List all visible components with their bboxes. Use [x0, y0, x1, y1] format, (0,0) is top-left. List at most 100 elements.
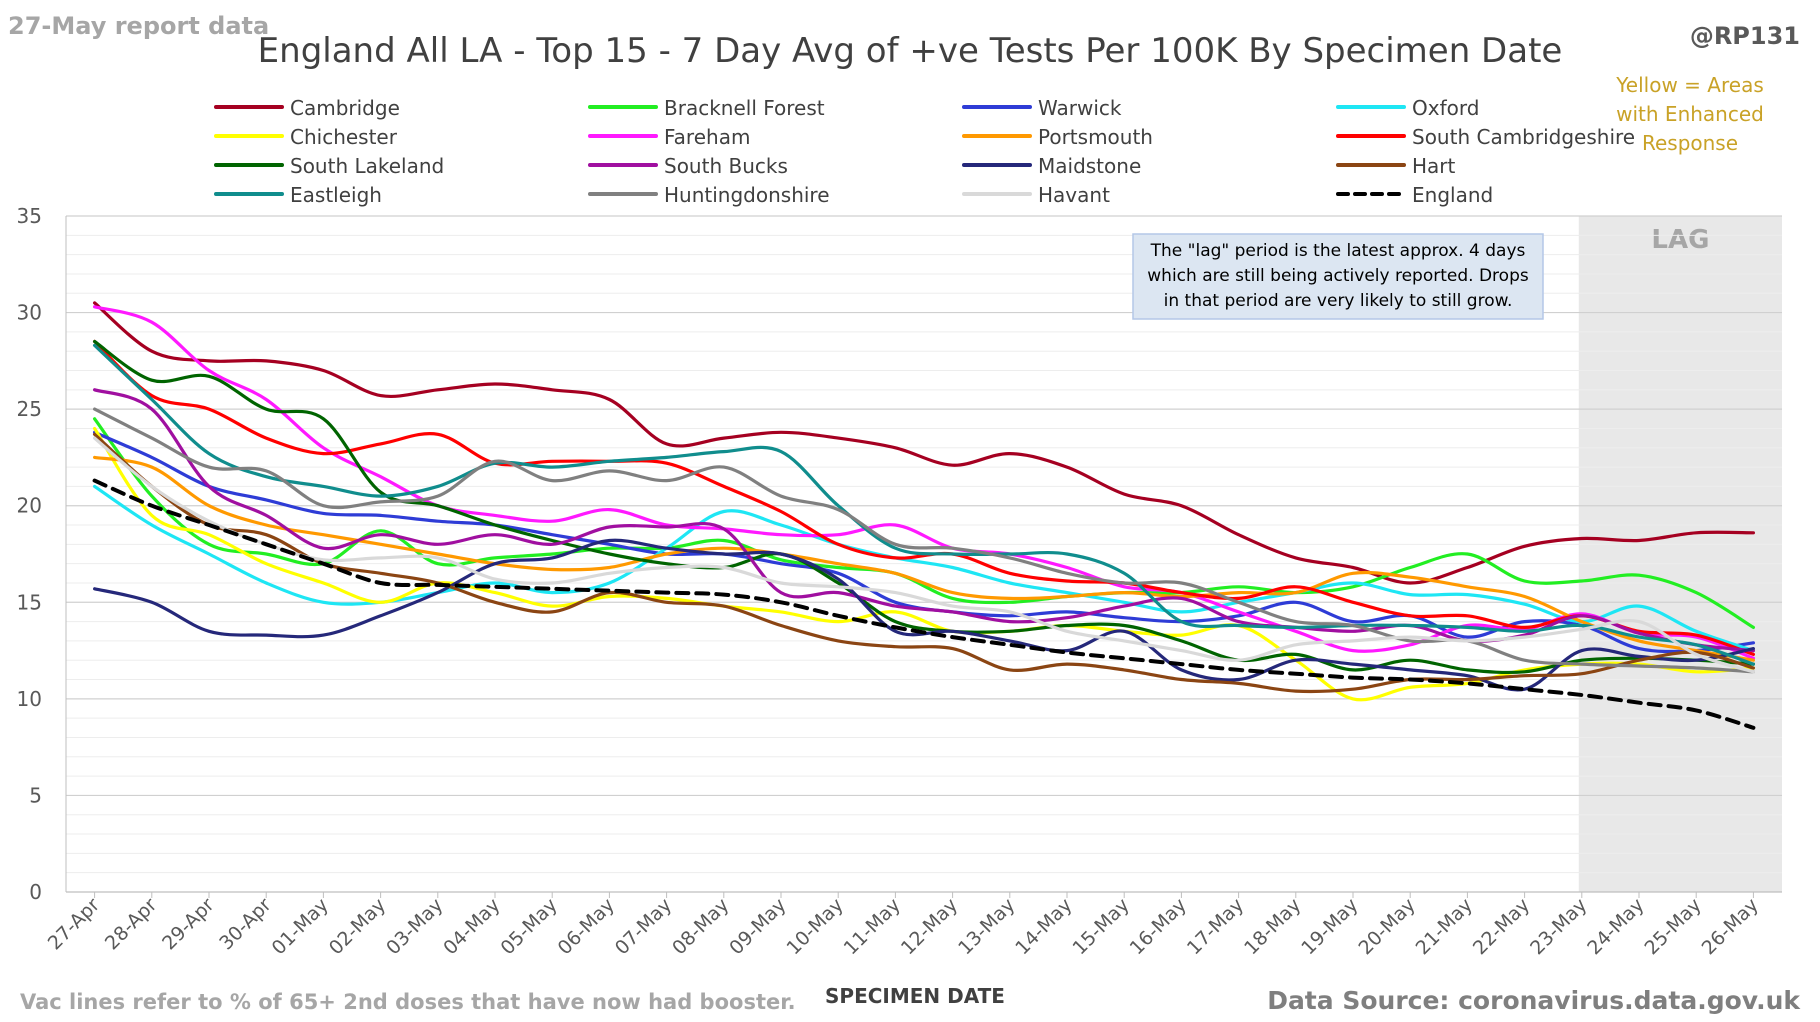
y-tick-label: 0: [29, 880, 42, 904]
legend-item-maidstone: Maidstone: [962, 154, 1141, 178]
x-tick-label: 15-May: [1068, 894, 1133, 959]
x-tick-label: 18-May: [1240, 894, 1305, 959]
y-tick-label: 10: [17, 687, 42, 711]
legend-label: Fareham: [664, 125, 750, 149]
legend-label: Cambridge: [290, 96, 400, 120]
enhanced-note-line-1: Yellow = Areas: [1615, 73, 1764, 97]
legend-item-havant: Havant: [962, 183, 1110, 207]
series-line-oxford: [93, 484, 1755, 653]
legend-item-south-cambridgeshire: South Cambridgeshire: [1336, 125, 1635, 149]
x-tick-label: 14-May: [1011, 894, 1076, 959]
x-tick-label: 26-May: [1698, 894, 1763, 959]
legend-item-south-bucks: South Bucks: [588, 154, 788, 178]
x-tick-label: 04-May: [439, 894, 504, 959]
y-axis: 0 5 10 15 20 25 30 35: [17, 204, 67, 904]
x-tick-label: 06-May: [554, 894, 619, 959]
legend-item-fareham: Fareham: [588, 125, 750, 149]
legend-item-bracknell-forest: Bracknell Forest: [588, 96, 825, 120]
legend-label: Warwick: [1038, 96, 1122, 120]
lag-note-line-1: The "lag" period is the latest approx. 4…: [1150, 241, 1526, 261]
series-line-bracknell-forest: [93, 417, 1755, 629]
legend-item-england: England: [1336, 183, 1493, 207]
legend-label: South Lakeland: [290, 154, 444, 178]
legend-item-hart: Hart: [1336, 154, 1456, 178]
series-line-south-lakeland: [93, 339, 1755, 675]
lag-note-line-2: which are still being actively reported.…: [1147, 266, 1529, 286]
vac-note: Vac lines refer to % of 65+ 2nd doses th…: [20, 990, 796, 1014]
legend-label: Maidstone: [1038, 154, 1141, 178]
series-line-portsmouth: [93, 455, 1755, 662]
x-tick-label: 29-Apr: [158, 894, 219, 955]
legend-label: Portsmouth: [1038, 125, 1153, 149]
x-tick-label: 01-May: [268, 894, 333, 959]
series-line-hart: [93, 432, 1755, 694]
legend-item-south-lakeland: South Lakeland: [214, 154, 444, 178]
y-tick-label: 5: [29, 783, 42, 807]
legend-item-portsmouth: Portsmouth: [962, 125, 1153, 149]
x-tick-label: 17-May: [1183, 894, 1248, 959]
legend-label: Eastleigh: [290, 183, 382, 207]
series-line-fareham: [93, 305, 1755, 660]
x-tick-label: 13-May: [954, 894, 1019, 959]
x-tick-label: 16-May: [1126, 894, 1191, 959]
y-tick-label: 25: [17, 397, 42, 421]
series-line-england: [92, 478, 1756, 730]
enhanced-note-line-3: Response: [1642, 131, 1738, 155]
data-source: Data Source: coronavirus.data.gov.uk: [1267, 986, 1801, 1015]
series-lines: [92, 301, 1756, 730]
legend-label: South Cambridgeshire: [1412, 125, 1635, 149]
report-label: 27-May report data: [8, 12, 269, 40]
series-line-havant: [93, 436, 1755, 674]
x-tick-label: 24-May: [1583, 894, 1648, 959]
x-tick-label: 28-Apr: [101, 894, 162, 955]
series-line-warwick: [93, 430, 1755, 654]
lag-note-line-3: in that period are very likely to still …: [1164, 291, 1513, 311]
x-tick-label: 30-Apr: [215, 894, 276, 955]
enhanced-note-line-2: with Enhanced: [1616, 102, 1764, 126]
lag-label: LAG: [1651, 225, 1709, 255]
lag-region: [1578, 216, 1782, 892]
legend-label: Oxford: [1412, 96, 1479, 120]
x-tick-label: 19-May: [1297, 894, 1362, 959]
legend-item-chichester: Chichester: [214, 125, 398, 149]
legend: Cambridge Bracknell Forest Warwick Oxford Ch…: [214, 96, 1635, 207]
x-axis: 27-Apr28-Apr29-Apr30-Apr01-May02-May03-M…: [44, 891, 1782, 959]
x-tick-label: 25-May: [1640, 894, 1705, 959]
x-tick-label: 10-May: [782, 894, 847, 959]
x-tick-label: 07-May: [611, 894, 676, 959]
x-tick-label: 27-Apr: [44, 894, 105, 955]
x-tick-label: 03-May: [382, 894, 447, 959]
series-line-cambridge: [93, 301, 1755, 585]
legend-item-cambridge: Cambridge: [214, 96, 400, 120]
y-tick-label: 15: [17, 590, 42, 614]
x-tick-label: 11-May: [840, 894, 905, 959]
x-tick-label: 21-May: [1412, 894, 1477, 959]
x-tick-label: 05-May: [496, 894, 561, 959]
series-line-south-cambridgeshire: [93, 339, 1755, 656]
enhanced-note: Yellow = Areas with Enhanced Response: [1615, 73, 1764, 155]
x-tick-label: 02-May: [325, 894, 390, 959]
legend-item-eastleigh: Eastleigh: [214, 183, 382, 207]
x-tick-label: 12-May: [897, 894, 962, 959]
x-tick-label: 23-May: [1526, 894, 1591, 959]
legend-label: England: [1412, 183, 1493, 207]
x-tick-label: 22-May: [1469, 894, 1534, 959]
series-line-eastleigh: [93, 343, 1755, 666]
lag-note: The "lag" period is the latest approx. 4…: [1132, 233, 1544, 320]
chart-title: England All LA - Top 15 - 7 Day Avg of +…: [258, 31, 1563, 71]
x-tick-label: 09-May: [725, 894, 790, 959]
y-tick-label: 35: [17, 204, 42, 228]
series-line-chichester: [93, 426, 1755, 702]
legend-label: Bracknell Forest: [664, 96, 825, 120]
x-tick-label: 20-May: [1354, 894, 1419, 959]
x-axis-title: SPECIMEN DATE: [825, 984, 1005, 1008]
legend-item-warwick: Warwick: [962, 96, 1122, 120]
legend-label: Chichester: [290, 125, 398, 149]
twitter-handle: @RP131: [1690, 22, 1800, 50]
x-tick-label: 08-May: [668, 894, 733, 959]
legend-label: Hart: [1412, 154, 1456, 178]
legend-label: Havant: [1038, 183, 1110, 207]
legend-item-oxford: Oxford: [1336, 96, 1479, 120]
legend-label: Huntingdonshire: [664, 183, 830, 207]
